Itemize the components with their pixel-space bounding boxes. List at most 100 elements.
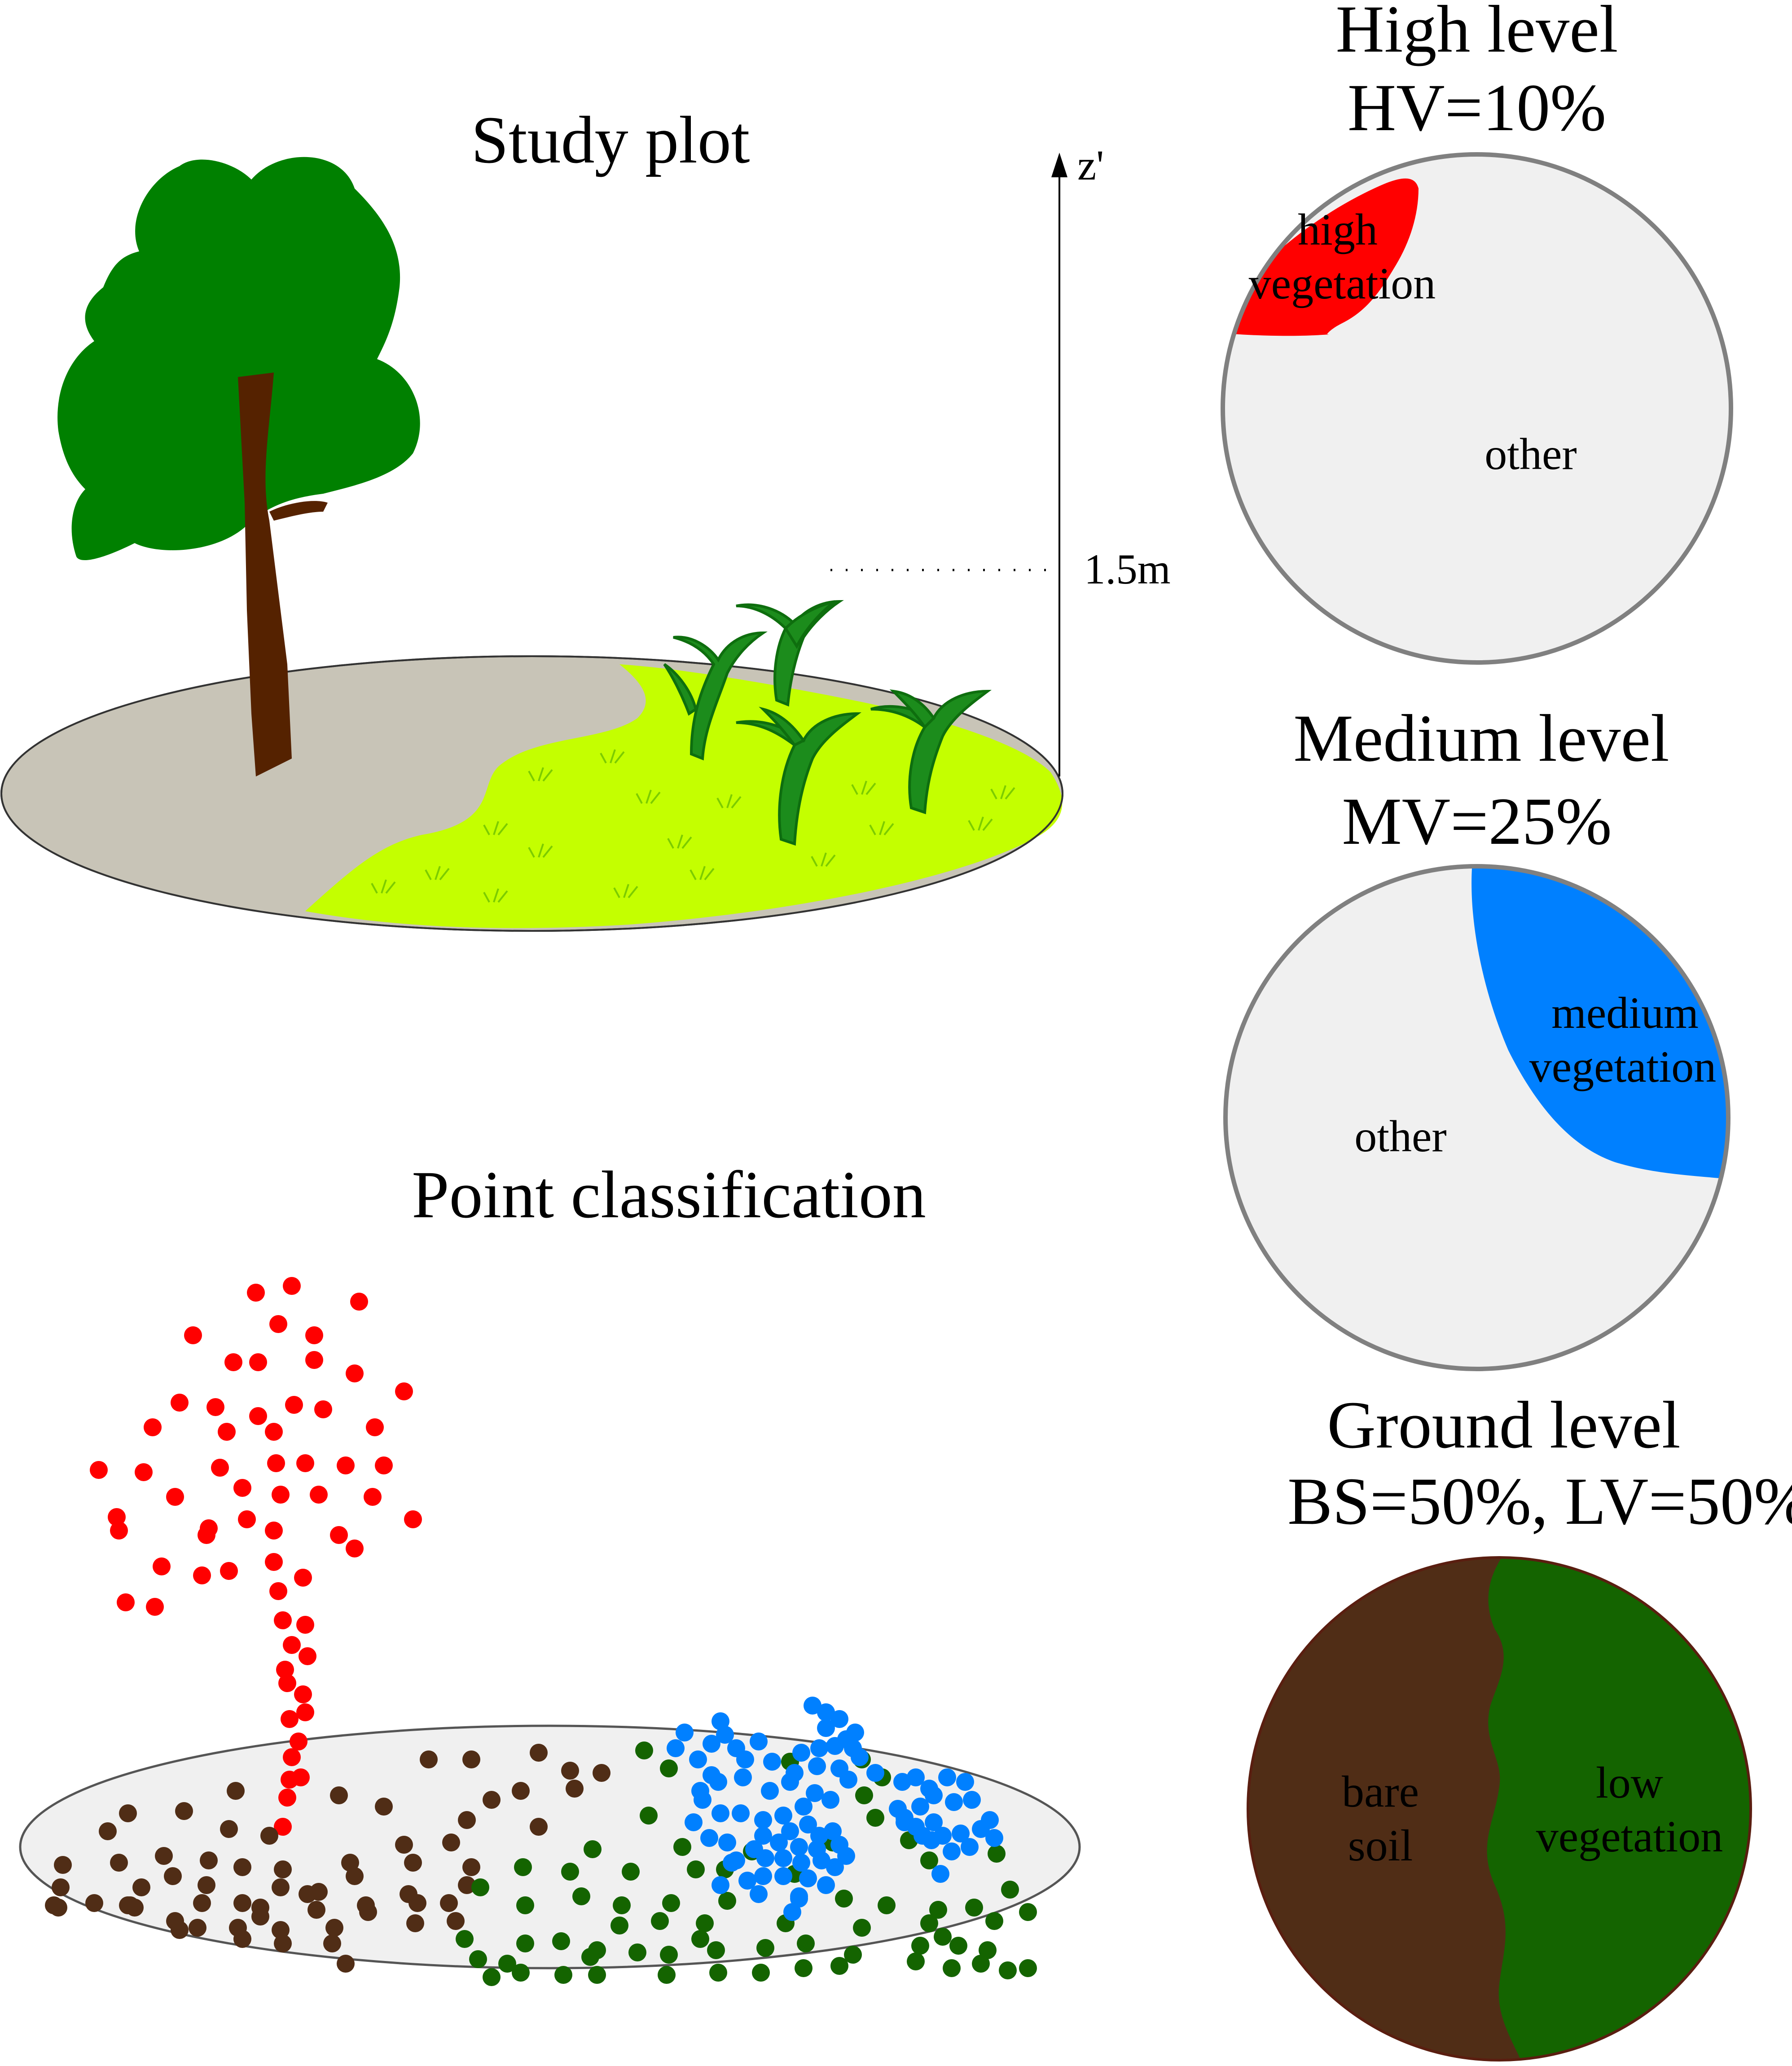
medium-vegetation-point: [745, 1840, 763, 1858]
low-vegetation-point: [835, 1890, 853, 1908]
high-vegetation-point: [184, 1326, 202, 1344]
high-vegetation-point: [305, 1351, 323, 1369]
high-vegetation-point: [296, 1454, 314, 1472]
bare-soil-point: [530, 1818, 548, 1836]
medium-vegetation-point: [810, 1739, 828, 1757]
low-vegetation-point: [588, 1966, 606, 1984]
high-vegetation-point: [276, 1661, 294, 1679]
low-vegetation-point: [1019, 1903, 1037, 1921]
medium-vegetation-point: [817, 1703, 835, 1721]
bare-soil-point: [85, 1894, 103, 1912]
bare-soil-point: [54, 1856, 72, 1874]
medium-vegetation-point: [813, 1851, 830, 1869]
bare-soil-point: [404, 1854, 422, 1872]
high-vegetation-point: [193, 1566, 211, 1584]
low-vegetation-point: [878, 1896, 896, 1914]
high-vegetation-point: [294, 1685, 312, 1703]
grass-tufts: [371, 749, 1015, 903]
low-vegetation-point: [972, 1955, 990, 1973]
shrubs: [663, 600, 992, 846]
high-vegetation-point: [166, 1488, 184, 1506]
bare-soil-point: [274, 1860, 292, 1878]
bare-soil-point: [164, 1867, 182, 1885]
high-vegetation-point: [146, 1598, 164, 1616]
medium-vegetation-point: [952, 1825, 970, 1842]
high-vegetation-point: [350, 1293, 368, 1311]
medium-vegetation-point: [981, 1811, 999, 1829]
high-vegetation-point: [404, 1510, 422, 1528]
medium-vegetation-point: [700, 1829, 718, 1847]
height-marker-label: 1.5m: [1084, 545, 1171, 593]
medium-vegetation-point: [750, 1733, 768, 1750]
medium-vegetation-point: [761, 1782, 779, 1800]
low-vegetation-point: [1019, 1959, 1037, 1977]
low-vegetation-point: [1001, 1881, 1019, 1899]
medium-vegetation-point: [718, 1834, 736, 1851]
bare-soil-point: [561, 1762, 579, 1780]
bare-soil-point: [155, 1847, 173, 1865]
high-vegetation-point: [238, 1510, 256, 1528]
medium-vegetation-point: [907, 1768, 925, 1786]
bare-soil-point: [406, 1914, 424, 1932]
low-vegetation-point: [471, 1878, 489, 1896]
high-vegetation-point: [218, 1423, 236, 1441]
medium-vegetation-point: [781, 1822, 799, 1840]
bare-soil-point: [346, 1867, 364, 1885]
medium-vegetation-point: [781, 1773, 799, 1791]
low-vegetation-point: [662, 1894, 680, 1912]
high-vegetation-point: [249, 1353, 267, 1371]
low-vegetation-point: [552, 1932, 570, 1950]
high-vegetation-slice: [1223, 178, 1419, 336]
medium-vegetation-point: [826, 1737, 844, 1755]
bare-soil-point: [530, 1744, 548, 1762]
medium-slice-label-2: vegetation: [1529, 1042, 1717, 1092]
low-vegetation-point: [514, 1858, 532, 1876]
medium-vegetation-point: [689, 1750, 707, 1768]
low-vegetation-point: [613, 1896, 631, 1914]
high-vegetation-point: [206, 1398, 224, 1416]
bare-soil-point: [593, 1764, 611, 1782]
low-vegetation-point: [920, 1914, 938, 1932]
high-vegetation-point: [274, 1611, 292, 1629]
low-vegetation-point: [640, 1807, 658, 1825]
medium-vegetation-point: [738, 1872, 756, 1890]
medium-vegetation-point: [961, 1838, 979, 1856]
low-vegetation-point: [709, 1964, 727, 1982]
medium-vegetation-point: [824, 1822, 842, 1840]
bare-soil-point: [420, 1750, 438, 1768]
high-vegetation-point: [233, 1479, 251, 1497]
high-vegetation-point: [220, 1562, 238, 1580]
high-vegetation-point: [265, 1553, 283, 1571]
tree-trunk: [238, 373, 292, 776]
medium-vegetation-point: [925, 1786, 943, 1804]
bare-soil-point: [512, 1782, 530, 1800]
bare-soil-point: [566, 1780, 584, 1798]
bare-soil-label-1: bare: [1342, 1767, 1419, 1816]
medium-vegetation-point: [806, 1784, 824, 1802]
medium-vegetation-point: [734, 1768, 752, 1786]
medium-vegetation-point: [792, 1854, 810, 1872]
high-vegetation-point: [283, 1277, 301, 1295]
medium-vegetation-point: [945, 1793, 963, 1811]
low-vegetation-point: [561, 1863, 579, 1881]
tree: [57, 157, 420, 776]
bare-soil-point: [121, 1896, 139, 1914]
bare-soil-point: [440, 1894, 458, 1912]
low-vegetation-point: [985, 1912, 1003, 1930]
high-vegetation-point: [153, 1557, 171, 1575]
bare-soil-point: [272, 1921, 290, 1939]
grass-area: [305, 664, 1063, 928]
bare-soil-point: [274, 1934, 292, 1952]
low-vegetation-point: [866, 1809, 884, 1827]
low-vegetation-point: [498, 1955, 516, 1973]
ground-level-value: BS=50%, LV=50%: [1287, 1464, 1792, 1539]
bare-soil-point: [198, 1876, 215, 1894]
high-vegetation-point: [299, 1647, 316, 1665]
medium-vegetation-point: [732, 1804, 750, 1822]
high-vegetation-point: [267, 1454, 285, 1472]
medium-vegetation-point: [783, 1903, 801, 1921]
medium-vegetation-point: [851, 1748, 869, 1766]
high-other-label: other: [1485, 429, 1577, 479]
low-vegetation-point: [752, 1964, 770, 1982]
high-vegetation-point: [305, 1326, 323, 1344]
